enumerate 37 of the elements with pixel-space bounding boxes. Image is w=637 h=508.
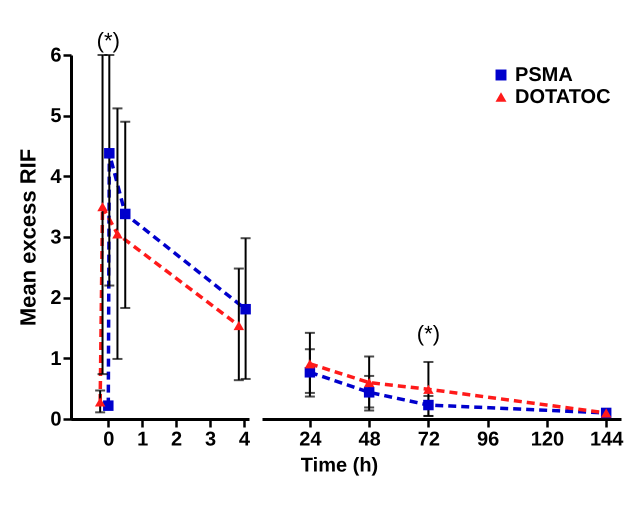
x-tick-label: 96 bbox=[477, 428, 500, 450]
x-tick-label: 3 bbox=[204, 428, 216, 450]
y-tick-label: 0 bbox=[50, 408, 62, 430]
point bbox=[364, 387, 374, 398]
point bbox=[423, 400, 434, 410]
point bbox=[104, 148, 115, 159]
point bbox=[97, 202, 108, 212]
x-tick-label: 24 bbox=[299, 428, 322, 450]
point bbox=[112, 229, 123, 239]
point bbox=[94, 397, 106, 407]
point bbox=[304, 359, 316, 368]
x-tick-label: 72 bbox=[418, 428, 440, 450]
x-axis-title: Time (h) bbox=[300, 454, 378, 476]
point bbox=[234, 321, 244, 330]
x-tick-label: 120 bbox=[530, 428, 564, 450]
point bbox=[120, 208, 130, 220]
y-tick-label: 3 bbox=[50, 226, 62, 248]
y-tick-label: 2 bbox=[50, 287, 62, 310]
point bbox=[103, 400, 114, 411]
legend-label: DOTATOC bbox=[515, 86, 611, 108]
x-tick-label: 144 bbox=[590, 428, 624, 450]
y-tick-label: 5 bbox=[50, 105, 62, 128]
legend-label: PSMA bbox=[515, 64, 573, 86]
x-tick-label: 0 bbox=[103, 428, 114, 450]
x-tick-label: 48 bbox=[358, 428, 381, 450]
y-tick-label: 4 bbox=[50, 166, 62, 188]
text: (*) bbox=[96, 28, 120, 53]
x-tick-label: 1 bbox=[137, 428, 148, 450]
y-tick-label: 6 bbox=[50, 44, 62, 66]
annotation: (*) bbox=[416, 321, 440, 346]
y-axis-title: Mean excess RIF bbox=[15, 148, 40, 326]
point bbox=[364, 378, 374, 388]
x-tick-label: 4 bbox=[238, 428, 251, 450]
y-tick-label: 1 bbox=[50, 348, 62, 370]
point bbox=[240, 304, 251, 314]
point bbox=[423, 384, 434, 394]
x-tick-label: 2 bbox=[171, 428, 182, 450]
